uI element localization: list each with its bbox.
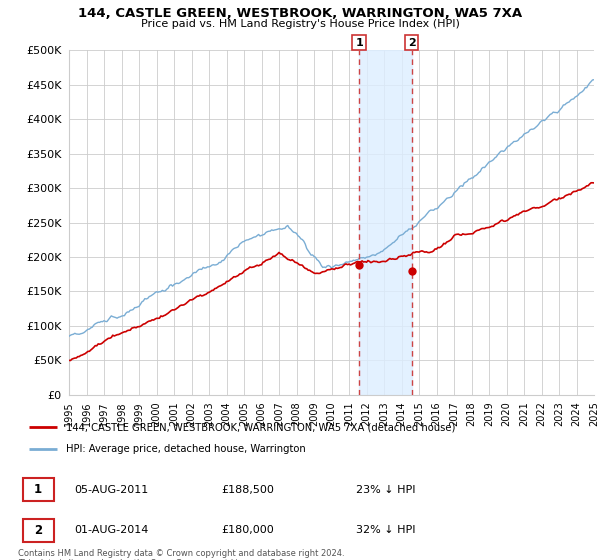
- Text: 01-AUG-2014: 01-AUG-2014: [74, 525, 149, 535]
- Bar: [359, 50, 412, 395]
- Text: 05-AUG-2011: 05-AUG-2011: [74, 484, 149, 494]
- Text: Price paid vs. HM Land Registry's House Price Index (HPI): Price paid vs. HM Land Registry's House …: [140, 19, 460, 29]
- Text: 2: 2: [408, 38, 416, 48]
- Text: Contains HM Land Registry data © Crown copyright and database right 2024.
This d: Contains HM Land Registry data © Crown c…: [18, 549, 344, 560]
- Text: 144, CASTLE GREEN, WESTBROOK, WARRINGTON, WA5 7XA: 144, CASTLE GREEN, WESTBROOK, WARRINGTON…: [78, 7, 522, 20]
- FancyBboxPatch shape: [23, 519, 53, 542]
- Text: 23% ↓ HPI: 23% ↓ HPI: [356, 484, 416, 494]
- Text: 144, CASTLE GREEN, WESTBROOK, WARRINGTON, WA5 7XA (detached house): 144, CASTLE GREEN, WESTBROOK, WARRINGTON…: [66, 422, 455, 432]
- Text: £188,500: £188,500: [221, 484, 274, 494]
- Text: 32% ↓ HPI: 32% ↓ HPI: [356, 525, 416, 535]
- Text: 1: 1: [34, 483, 42, 496]
- Text: £180,000: £180,000: [221, 525, 274, 535]
- FancyBboxPatch shape: [23, 478, 53, 501]
- Text: HPI: Average price, detached house, Warrington: HPI: Average price, detached house, Warr…: [66, 444, 305, 454]
- Text: 2: 2: [34, 524, 42, 537]
- Text: 1: 1: [355, 38, 363, 48]
